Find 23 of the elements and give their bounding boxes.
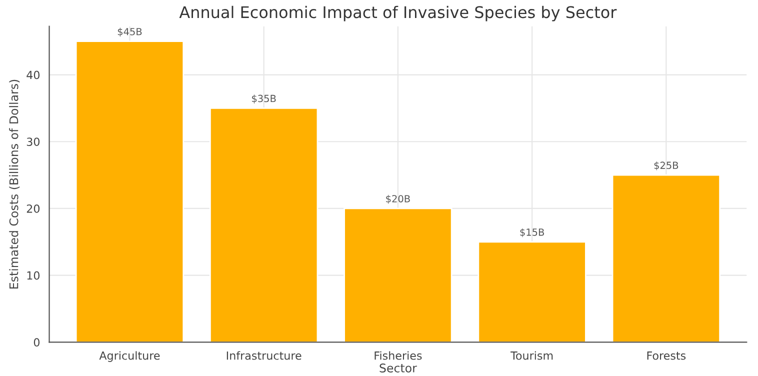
- y-tick-label: 20: [26, 204, 40, 213]
- x-tick-label: Fisheries: [374, 351, 422, 360]
- y-tick-label: 0: [34, 338, 40, 347]
- data-label: $45B: [118, 28, 142, 37]
- data-label: $20B: [386, 194, 410, 204]
- data-label: $35B: [252, 94, 276, 104]
- bar: [210, 108, 318, 342]
- y-tick-label: 30: [26, 138, 40, 146]
- data-label: $25B: [654, 161, 678, 170]
- y-tick-label: 40: [26, 70, 40, 80]
- x-tick-label: Forests: [647, 352, 686, 360]
- bar: [75, 40, 184, 342]
- bar: [478, 241, 586, 342]
- bar: [612, 174, 721, 342]
- y-tick-label: 10: [27, 271, 40, 280]
- y-axis-title: Estimated Costs (Billions of Dollars): [9, 80, 20, 288]
- chart-title: Annual Economic Impact of Invasive Species by Sector: [179, 6, 617, 22]
- bar: [344, 208, 452, 342]
- data-label: $15B: [520, 228, 544, 238]
- x-tick-label: Tourism: [510, 351, 553, 360]
- x-tick-label: Infrastructure: [226, 351, 302, 360]
- x-axis-title: Sector: [380, 364, 417, 372]
- x-tick-label: Agriculture: [99, 351, 160, 362]
